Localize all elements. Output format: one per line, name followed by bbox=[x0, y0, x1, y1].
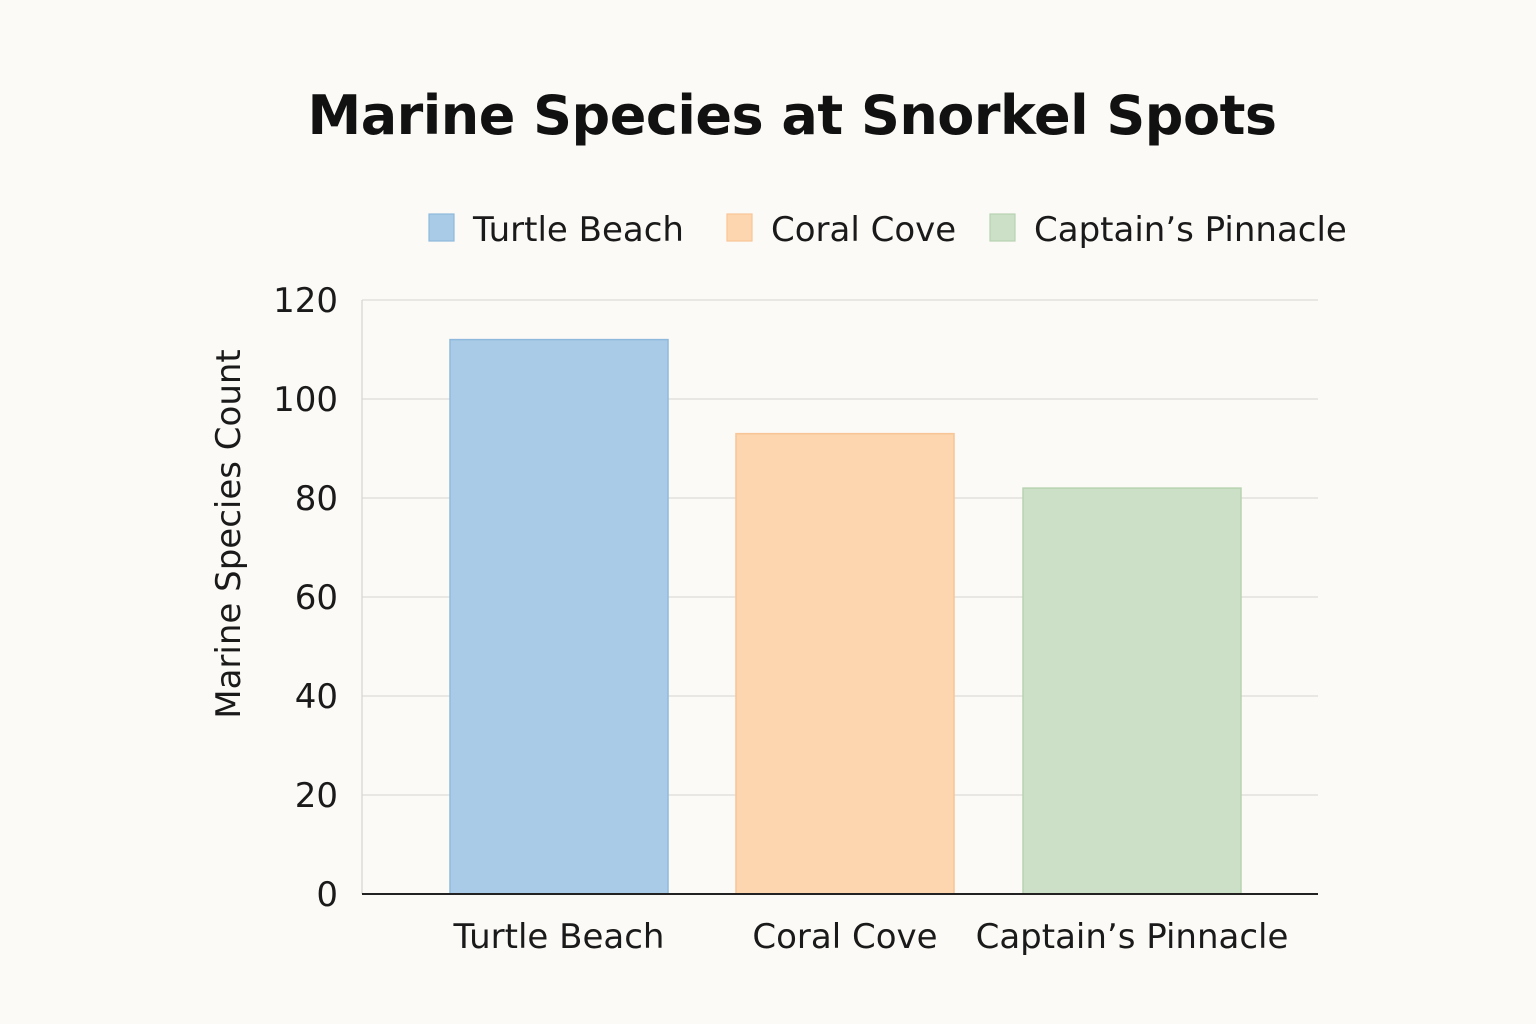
y-tick-label-0: 0 bbox=[316, 875, 338, 915]
legend: Turtle Beach Coral Cove Captain’s Pinnacle bbox=[428, 210, 1347, 250]
y-tick-label-60: 60 bbox=[295, 578, 338, 618]
axes bbox=[361, 300, 1318, 895]
x-tick-label-captain-s-pinnacle: Captain’s Pinnacle bbox=[976, 917, 1289, 957]
bar-turtle-beach bbox=[449, 338, 669, 895]
legend-swatch-coral-cove bbox=[726, 213, 753, 242]
bar-coral-cove bbox=[735, 432, 955, 895]
y-tick-label-40: 40 bbox=[295, 677, 338, 717]
x-tick-label-coral-cove: Coral Cove bbox=[752, 917, 937, 957]
y-tick-label-120: 120 bbox=[273, 281, 338, 321]
x-tick-label-turtle-beach: Turtle Beach bbox=[453, 917, 665, 957]
bar-captain-s-pinnacle bbox=[1022, 487, 1242, 895]
bars bbox=[449, 338, 1242, 895]
y-tick-label-80: 80 bbox=[295, 479, 338, 519]
y-tick-label-100: 100 bbox=[273, 380, 338, 420]
legend-label-turtle-beach: Turtle Beach bbox=[472, 210, 684, 250]
legend-swatch-turtle-beach bbox=[428, 213, 455, 242]
legend-label-coral-cove: Coral Cove bbox=[771, 210, 956, 250]
legend-swatch-captain-s-pinnacle bbox=[989, 213, 1016, 242]
chart-title: Marine Species at Snorkel Spots bbox=[307, 84, 1277, 147]
labels: 0 20 40 60 80 100 120 Turtle Beach Coral Cove Cap… bbox=[209, 281, 1288, 957]
y-tick-label-20: 20 bbox=[295, 776, 338, 816]
legend-label-captain-s-pinnacle: Captain’s Pinnacle bbox=[1034, 210, 1347, 250]
y-axis-title: Marine Species Count bbox=[209, 349, 249, 719]
